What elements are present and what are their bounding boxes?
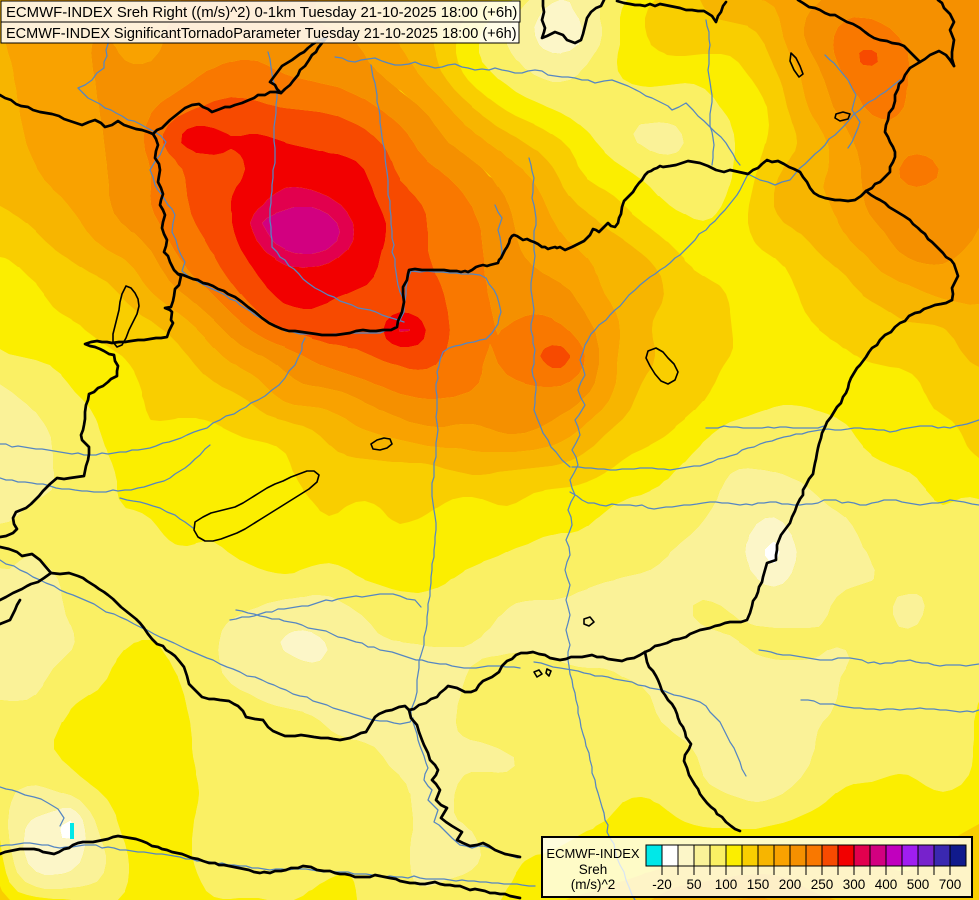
svg-text:ECMWF-INDEX SignificantTornado: ECMWF-INDEX SignificantTornadoParameter …: [6, 26, 517, 42]
svg-text:Sreh: Sreh: [579, 862, 608, 877]
svg-text:500: 500: [907, 877, 930, 892]
svg-text:(m/s)^2: (m/s)^2: [571, 877, 616, 892]
svg-text:200: 200: [779, 877, 802, 892]
svg-text:150: 150: [747, 877, 770, 892]
svg-text:-20: -20: [652, 877, 672, 892]
svg-text:ECMWF-INDEX: ECMWF-INDEX: [546, 846, 639, 861]
svg-text:400: 400: [875, 877, 898, 892]
svg-text:50: 50: [686, 877, 701, 892]
svg-text:250: 250: [811, 877, 834, 892]
svg-text:700: 700: [939, 877, 962, 892]
svg-text:ECMWF-INDEX Sreh Right ((m/s)^: ECMWF-INDEX Sreh Right ((m/s)^2) 0-1km T…: [6, 5, 517, 21]
svg-text:100: 100: [715, 877, 738, 892]
svg-text:300: 300: [843, 877, 866, 892]
